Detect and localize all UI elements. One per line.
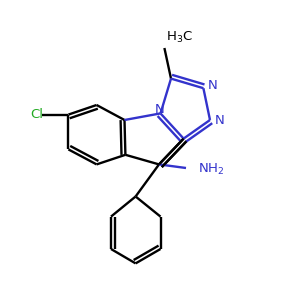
Text: Cl: Cl bbox=[30, 108, 43, 121]
Text: N: N bbox=[208, 79, 217, 92]
Text: N: N bbox=[155, 103, 164, 116]
Text: N: N bbox=[215, 113, 224, 127]
Text: NH$_2$: NH$_2$ bbox=[198, 162, 224, 177]
Text: H$_3$C: H$_3$C bbox=[166, 30, 193, 45]
